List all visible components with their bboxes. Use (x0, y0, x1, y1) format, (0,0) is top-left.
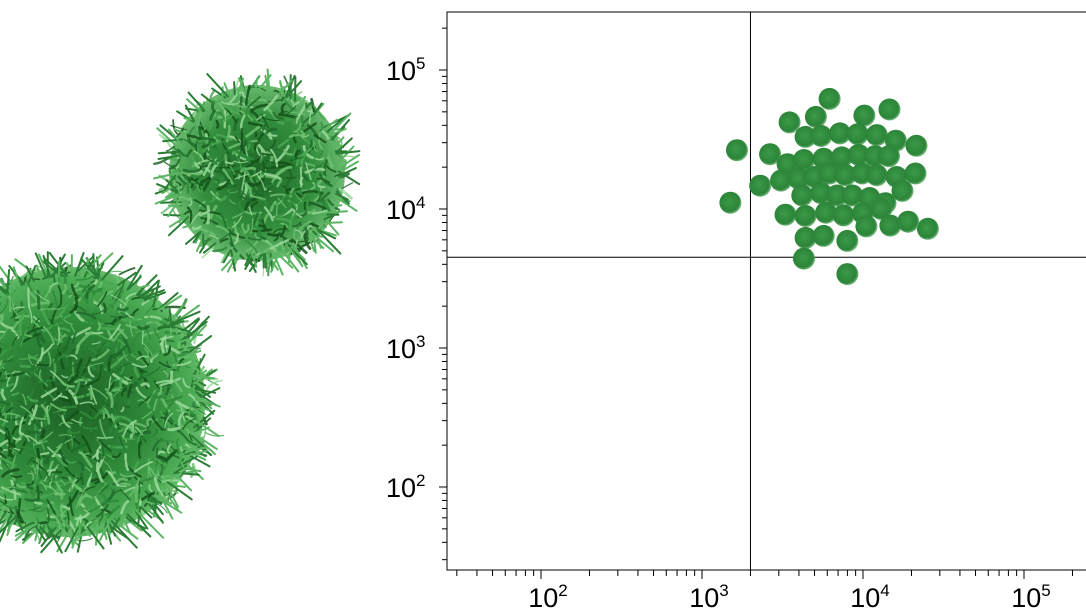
y-axis-ticks (439, 27, 447, 561)
x-tick-label: 103 (689, 581, 729, 613)
plot-frame (446, 11, 1086, 571)
data-point (891, 179, 914, 202)
data-point (832, 204, 855, 227)
data-point (726, 139, 748, 162)
data-point (794, 125, 817, 148)
quadrant-gate (447, 12, 1086, 570)
y-tick-label: 103 (386, 332, 426, 364)
data-point (836, 263, 859, 286)
x-tick-label: 104 (850, 581, 890, 613)
data-points (719, 87, 939, 286)
data-point (815, 201, 838, 224)
lymphocyte-cell-small-icon (153, 68, 361, 277)
data-point (818, 87, 841, 110)
data-point (865, 124, 888, 147)
data-point (855, 215, 878, 238)
data-point (793, 149, 815, 171)
lymphocyte-cell-large-icon (0, 251, 225, 554)
data-point (916, 217, 939, 240)
x-tick-label: 102 (528, 581, 568, 613)
data-point (719, 191, 742, 214)
data-point (794, 205, 817, 227)
data-point (770, 169, 793, 192)
data-point (846, 123, 869, 146)
y-tick-label: 104 (386, 193, 426, 225)
data-point (812, 224, 835, 247)
x-tick-label: 105 (1011, 581, 1051, 613)
data-point (905, 134, 928, 157)
data-point (904, 162, 927, 185)
data-point (749, 174, 772, 197)
data-point (847, 143, 870, 166)
data-point (878, 145, 900, 168)
data-point (804, 105, 827, 128)
data-point (818, 162, 841, 185)
y-tick-label: 102 (386, 471, 426, 503)
x-axis-ticks (456, 570, 1073, 579)
data-point (774, 203, 797, 226)
data-point (853, 104, 876, 127)
flow-cytometry-plot: 102 103 104 105 102 103 104 105 (386, 11, 1086, 613)
data-point (794, 226, 817, 249)
data-point (778, 111, 801, 134)
data-point (830, 146, 853, 169)
data-point (841, 184, 864, 207)
x-axis-tick-labels: 102 103 104 105 (528, 581, 1051, 613)
data-point (878, 98, 901, 121)
data-point (870, 198, 893, 220)
data-point (879, 214, 902, 237)
y-axis-tick-labels: 102 103 104 105 (386, 54, 426, 503)
data-point (865, 164, 888, 187)
data-point (759, 143, 782, 166)
data-point (793, 247, 815, 270)
data-point (829, 122, 851, 145)
data-point (836, 229, 859, 252)
cell-illustration (0, 68, 361, 554)
data-point (791, 184, 814, 207)
data-point (897, 210, 920, 233)
y-tick-label: 105 (386, 54, 426, 86)
data-point (810, 125, 833, 147)
data-point (826, 184, 849, 207)
data-point (834, 164, 857, 187)
